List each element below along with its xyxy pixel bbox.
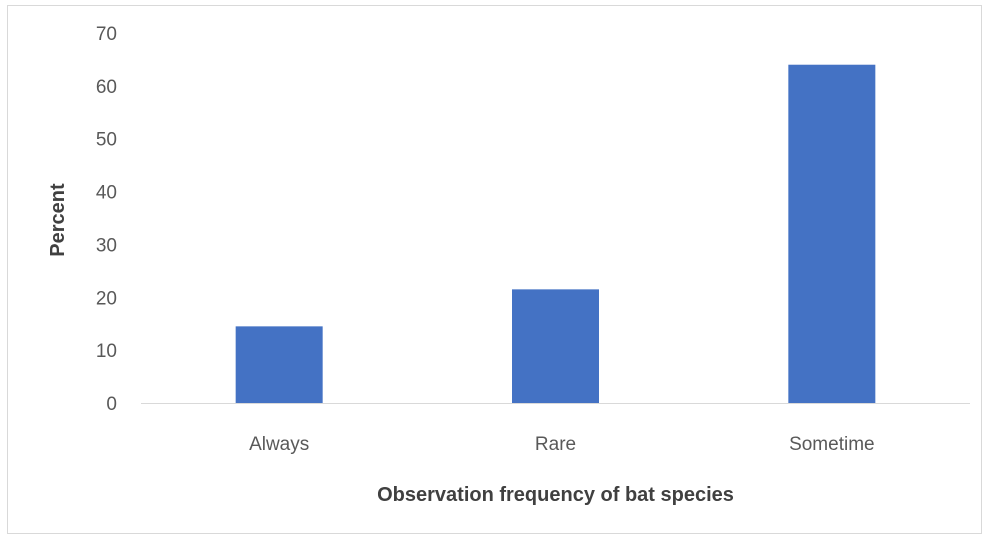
y-tick-label: 50 bbox=[96, 130, 117, 151]
x-tick-label-rare: Rare bbox=[535, 434, 576, 455]
y-tick-label: 30 bbox=[96, 235, 117, 256]
y-tick-label: 60 bbox=[96, 77, 117, 98]
x-tick-label-always: Always bbox=[249, 434, 309, 455]
bar-sometime bbox=[788, 64, 876, 403]
x-tick-label-sometime: Sometime bbox=[789, 434, 875, 455]
y-tick-label: 10 bbox=[96, 341, 117, 362]
bar-always bbox=[235, 326, 323, 403]
y-axis-title: Percent bbox=[47, 183, 69, 257]
bar-rare bbox=[512, 289, 599, 403]
y-tick-label: 20 bbox=[96, 288, 117, 309]
x-axis-title: Observation frequency of bat species bbox=[377, 484, 734, 506]
y-tick-label: 0 bbox=[106, 394, 117, 415]
bars bbox=[235, 64, 876, 403]
x-axis-ticks: Always Rare Sometime bbox=[249, 434, 875, 455]
y-tick-label: 70 bbox=[96, 24, 117, 45]
y-axis-ticks: 0 10 20 30 40 50 60 70 bbox=[96, 24, 117, 415]
y-tick-label: 40 bbox=[96, 183, 117, 204]
